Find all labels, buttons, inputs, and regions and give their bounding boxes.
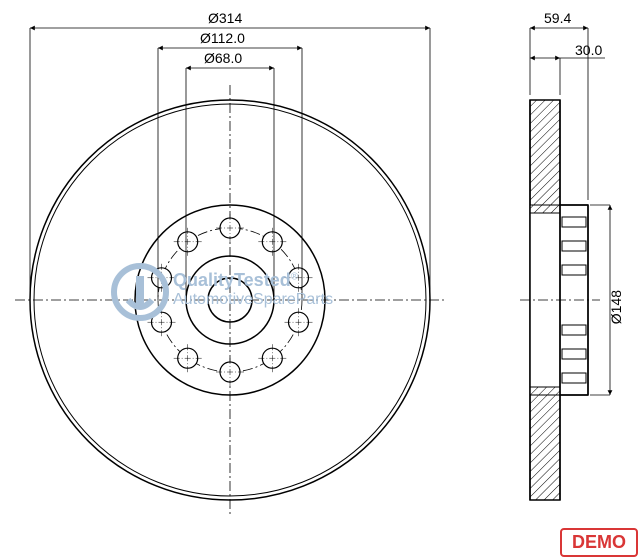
dim-d314: Ø314 — [208, 10, 242, 26]
dim-d148: Ø148 — [608, 290, 624, 324]
dim-d112: Ø112.0 — [200, 30, 245, 46]
technical-drawing — [0, 0, 640, 558]
demo-stamp: DEMO — [560, 528, 638, 557]
dim-d68: Ø68.0 — [204, 50, 242, 66]
dim-w30: 30.0 — [575, 42, 602, 58]
front-view — [15, 85, 445, 515]
dim-w59_4: 59.4 — [544, 10, 571, 26]
